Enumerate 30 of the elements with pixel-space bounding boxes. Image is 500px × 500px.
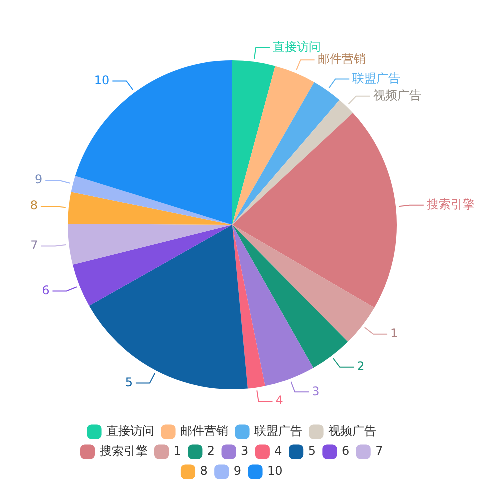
legend-label: 7	[376, 444, 384, 458]
slice-label: 搜索引擎	[426, 198, 475, 212]
slice-label: 6	[42, 283, 50, 298]
legend-label: 搜索引擎	[100, 444, 148, 458]
slice-label: 7	[30, 238, 38, 252]
legend-label: 视频广告	[328, 424, 376, 438]
slice-label: 邮件营销	[318, 52, 366, 66]
slice-label: 1	[390, 326, 398, 341]
legend-label: 5	[308, 444, 316, 458]
legend-label: 10	[268, 464, 283, 478]
legend-label: 邮件营销	[180, 424, 228, 438]
legend-label: 2	[207, 444, 216, 458]
legend-label: 1	[174, 444, 182, 458]
slice-label: 4	[276, 394, 284, 408]
legend-label: 8	[200, 464, 208, 478]
slice-label: 直接访问	[272, 40, 321, 54]
slice-label: 8	[30, 198, 38, 213]
slice-label: 联盟广告	[352, 71, 401, 86]
legend-label: 4	[274, 444, 282, 458]
legend-label: 联盟广告	[254, 424, 302, 438]
slice-label: 5	[125, 375, 133, 390]
legend-label: 9	[234, 464, 242, 478]
legend-label: 3	[241, 444, 249, 458]
slice-label: 10	[94, 73, 110, 88]
slice-label: 9	[34, 172, 43, 187]
slice-label: 视频广告	[373, 88, 422, 103]
legend-label: 直接访问	[106, 424, 154, 438]
legend-label: 6	[342, 444, 350, 458]
slice-label: 3	[312, 384, 320, 398]
slice-label: 2	[357, 360, 365, 374]
